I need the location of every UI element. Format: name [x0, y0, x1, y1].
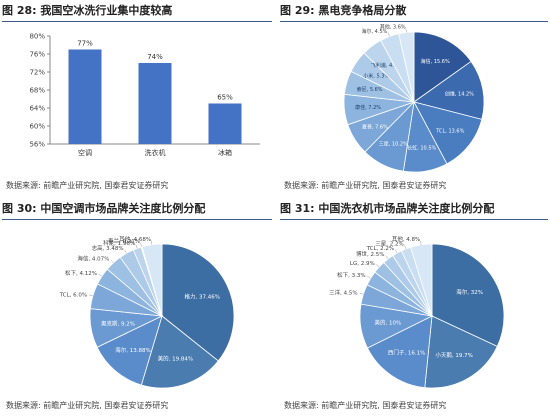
slice-label: 松下, 4.12%	[65, 269, 97, 277]
x-tick-label: 洗衣机	[145, 148, 166, 157]
pie-slice	[161, 243, 235, 362]
pie-chart: 海信, 15.6% 创维, 14.2% TCL, 13.6% 长虹, 10.5%三星,…	[343, 24, 485, 173]
y-tick-label: 76%	[29, 51, 45, 59]
slice-label: 创维, 14.2%	[445, 91, 474, 98]
leader-line	[98, 273, 103, 277]
leader-line	[404, 245, 407, 249]
leader-line	[151, 240, 153, 245]
y-tick-label: 80%	[29, 33, 45, 41]
slice-label: 三星, 2.2%	[375, 240, 403, 247]
bar-value-label: 74%	[147, 53, 163, 61]
panel-fig31: 图 31: 中国洗衣机市场品牌关注度比例分配 海尔, 32% 小天鹅, 19.7%…	[280, 200, 548, 417]
slice-label: 其他, 4.8%	[392, 235, 420, 243]
source-note: 数据来源: 前瞻产业研究院, 国泰君安证券研究	[284, 401, 447, 410]
slice-label: 格力, 37.46%	[184, 293, 219, 301]
bar-value-label: 77%	[77, 40, 93, 48]
bar	[138, 63, 172, 144]
slice-label: 美的, 19.84%	[158, 355, 193, 363]
slice-label: 长虹, 10.5%	[407, 145, 436, 152]
slice-label: 其他, 3.6%	[380, 24, 406, 30]
panel-fig30: 图 30: 中国空调市场品牌关注度比例分配 格力, 37.46% 美的, 19.8…	[2, 200, 272, 417]
pie-chart: 格力, 37.46% 美的, 19.84% 海尔, 13.88% 奥克斯, 9.2% T…	[59, 235, 235, 389]
slice-label: 飞利浦, 4.9%	[371, 62, 402, 69]
leader-line	[387, 32, 390, 37]
leader-line	[110, 259, 114, 264]
slice-label: 海尔, 32%	[456, 288, 483, 296]
chart-title: 图 29: 黑电竞争格局分散	[280, 4, 407, 17]
slice-label: 博世, 2.5%	[356, 250, 384, 258]
slice-label: 西门子, 16.1%	[388, 349, 425, 357]
slice-label: 松下, 3.3%	[337, 271, 365, 279]
pie-slice	[398, 31, 415, 103]
title-rule	[2, 219, 272, 220]
y-tick-label: 64%	[29, 105, 45, 113]
bar-chart: 56% 60% 64% 68% 72% 76% 80% 77% 空调 74% 洗衣机 65% 冰箱	[29, 33, 260, 157]
leader-line	[359, 292, 364, 295]
pie-slice	[424, 315, 498, 389]
source-note: 数据来源: 前瞻产业研究院, 国泰君安证券研究	[6, 181, 169, 190]
x-tick-label: 空调	[78, 148, 92, 157]
title-rule	[280, 219, 548, 220]
slice-label: TCL, 6.0%	[59, 292, 87, 298]
slice-label: 海尔, 4.5%	[362, 28, 388, 35]
slice-label: 海尔, 13.88%	[115, 346, 150, 354]
chart-title: 图 30: 中国空调市场品牌关注度比例分配	[2, 202, 206, 215]
chart-title: 图 28: 我国空冰洗行业集中度较高	[2, 4, 173, 17]
slice-label: 三洋, 4.5%	[329, 288, 357, 296]
leader-line	[420, 240, 422, 245]
leader-line	[367, 275, 371, 279]
y-tick-label: 60%	[29, 123, 45, 131]
source-note: 数据来源: 前瞻产业研究院, 国泰君安证券研究	[6, 401, 169, 410]
bar	[68, 49, 102, 144]
slice-label: 奥克斯, 9.2%	[101, 320, 135, 328]
slice-label: 夏普, 7.6%	[362, 124, 388, 131]
leader-line	[385, 255, 389, 260]
leader-line	[88, 294, 93, 297]
slice-label: 康佳, 7.2%	[355, 104, 381, 111]
pie-slice	[366, 315, 433, 389]
leader-line	[124, 249, 127, 254]
pie-slice	[96, 315, 163, 386]
leader-line	[140, 243, 142, 248]
leader-line	[135, 244, 138, 249]
title-rule	[2, 21, 272, 22]
pie-slice	[140, 315, 219, 389]
slice-label: 三星, 10.2%	[379, 141, 408, 147]
bar	[208, 103, 242, 144]
pie-slice	[413, 60, 485, 120]
slice-label: LG, 2.9%	[350, 261, 375, 267]
slice-label: TCL, 13.6%	[435, 129, 464, 135]
y-tick-label: 72%	[29, 69, 45, 77]
panel-fig29: 图 29: 黑电竞争格局分散 海信, 15.6% 创维, 14.2% TCL, 13…	[280, 2, 548, 200]
x-tick-label: 冰箱	[218, 148, 232, 157]
pie-slice	[413, 31, 472, 103]
slice-label: 其他, 4.68%	[119, 235, 151, 243]
slice-label: 科龙, 1.96%	[103, 239, 135, 247]
slice-label: 小天鹅, 19.7%	[435, 351, 472, 359]
pie-slice	[431, 243, 505, 347]
bar-value-label: 65%	[217, 94, 233, 102]
slice-label: 春兰, 0.21%	[108, 237, 140, 245]
slice-label: 志高, 3.48%	[92, 244, 124, 252]
slice-label: 美的, 10%	[374, 319, 401, 327]
leader-line	[376, 264, 380, 268]
y-tick-label: 68%	[29, 87, 45, 95]
pie-chart: 海尔, 32% 小天鹅, 19.7% 西门子, 16.1% 美的, 10% 三洋, 4.…	[329, 235, 505, 389]
slice-label: 海信, 15.6%	[421, 58, 450, 65]
pie-slice	[413, 101, 483, 165]
title-rule	[280, 21, 548, 22]
source-note: 数据来源: 前瞻产业研究院, 国泰君安证券研究	[284, 181, 447, 190]
panel-fig28: 图 28: 我国空冰洗行业集中度较高 56% 60% 64% 68% 72% 76% 80%…	[2, 2, 272, 200]
slice-label: 索尼, 5.6%	[357, 86, 383, 93]
slice-label: 小米, 5.3%	[363, 72, 389, 79]
leader-line	[394, 249, 398, 254]
slice-label: TCL, 2.2%	[366, 246, 394, 252]
slice-label: 海信, 4.07%	[77, 254, 109, 262]
chart-title: 图 31: 中国洗衣机市场品牌关注度比例分配	[280, 202, 495, 215]
y-tick-label: 56%	[29, 141, 45, 149]
